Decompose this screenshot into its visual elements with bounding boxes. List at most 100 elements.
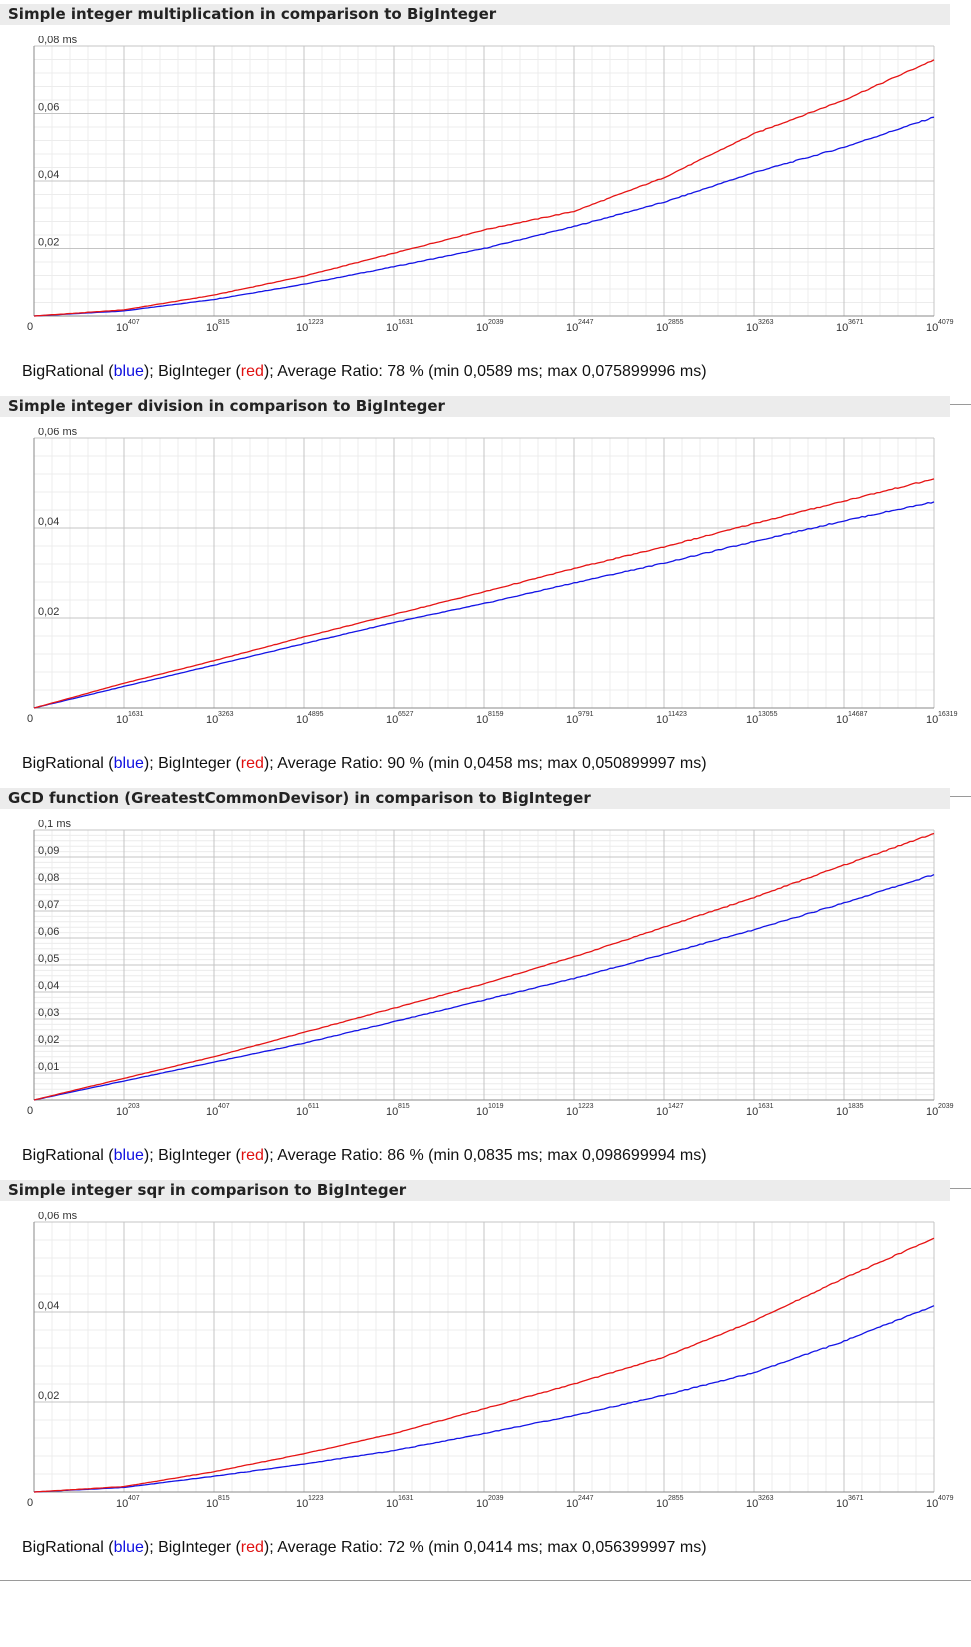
x-tick-label: 10	[116, 1498, 128, 1510]
x-tick-label-origin: 0	[27, 1497, 33, 1509]
x-tick-label: 10	[656, 1106, 668, 1118]
x-tick-label: 10	[386, 1498, 398, 1510]
x-tick-exponent: 1631	[398, 1495, 414, 1502]
x-tick-label: 10	[476, 714, 488, 726]
x-tick-exponent: 11423	[668, 711, 687, 718]
x-tick-exponent: 4895	[308, 711, 324, 718]
series-line-biginteger	[33, 1237, 935, 1493]
x-tick-exponent: 14687	[848, 711, 868, 718]
x-tick-label: 10	[296, 714, 308, 726]
x-tick-label-origin: 0	[27, 321, 33, 333]
x-tick-label: 10	[296, 1498, 308, 1510]
x-tick-exponent: 8159	[488, 711, 504, 718]
x-tick-exponent: 2855	[668, 319, 684, 326]
x-tick-exponent: 1223	[308, 319, 324, 326]
y-tick-label: 0,05	[38, 953, 59, 965]
x-tick-label: 10	[206, 1498, 218, 1510]
y-tick-label: 0,04	[38, 169, 59, 181]
x-tick-label: 10	[386, 1106, 398, 1118]
plot-area: 0,020,040,060,08 ms0 10 407 10 815 10 1223 10 16…	[27, 36, 954, 334]
legend-red: red	[240, 1147, 264, 1164]
chart-sqr: 0,020,040,06 ms0 10 407 10 815 10 1223 10 1631 10…	[27, 1212, 954, 1510]
x-tick-exponent: 1427	[668, 1103, 684, 1110]
x-tick-exponent: 1223	[308, 1495, 324, 1502]
legend-red: red	[240, 1539, 264, 1556]
x-tick-label: 10	[926, 1498, 938, 1510]
chart-caption: BigRational (blue); BigInteger (red); Av…	[22, 1147, 707, 1164]
x-tick-label: 10	[836, 1106, 848, 1118]
x-tick-exponent: 611	[308, 1103, 319, 1110]
x-tick-label: 10	[386, 714, 398, 726]
x-tick-label: 10	[476, 1106, 488, 1118]
y-tick-label: 0,06 ms	[38, 1212, 78, 1222]
chart-section-gcd: GCD function (GreatestCommonDevisor) in …	[0, 784, 971, 1196]
y-tick-label: 0,08	[38, 872, 59, 884]
chart-section-division: Simple integer division in comparison to…	[0, 392, 971, 804]
x-tick-label: 10	[476, 1498, 488, 1510]
x-tick-exponent: 2039	[488, 319, 504, 326]
x-tick-exponent: 2039	[938, 1103, 954, 1110]
y-tick-label: 0,06	[38, 102, 59, 114]
x-tick-label: 10	[926, 1106, 938, 1118]
x-tick-label: 10	[206, 322, 218, 334]
x-tick-exponent: 13055	[758, 711, 778, 718]
x-tick-label: 10	[836, 1498, 848, 1510]
chart-section-multiplication: Simple integer multiplication in compari…	[0, 0, 971, 412]
x-tick-label: 10	[836, 322, 848, 334]
chart-caption: BigRational (blue); BigInteger (red); Av…	[22, 755, 707, 772]
x-tick-label: 10	[746, 1498, 758, 1510]
chart-title: GCD function (GreatestCommonDevisor) in …	[0, 788, 950, 809]
y-tick-label: 0,02	[38, 237, 59, 249]
x-tick-exponent: 407	[218, 1103, 230, 1110]
x-tick-label: 10	[746, 714, 758, 726]
x-tick-label: 10	[836, 714, 848, 726]
x-tick-exponent: 4079	[938, 319, 954, 326]
series-line-biginteger	[33, 478, 935, 709]
x-tick-exponent: 203	[128, 1103, 140, 1110]
y-tick-label: 0,02	[38, 1390, 59, 1402]
x-tick-exponent: 1631	[758, 1103, 774, 1110]
x-tick-exponent: 1223	[578, 1103, 594, 1110]
series-line-bigrational	[33, 501, 935, 709]
chart-multiplication: 0,020,040,060,08 ms0 10 407 10 815 10 1223 10 16…	[27, 36, 954, 334]
y-tick-label: 0,01	[38, 1061, 59, 1073]
x-tick-exponent: 1631	[128, 711, 144, 718]
x-tick-exponent: 407	[128, 319, 140, 326]
x-tick-exponent: 2447	[578, 1495, 594, 1502]
x-tick-label: 10	[656, 322, 668, 334]
x-tick-label: 10	[206, 714, 218, 726]
plot-area: 0,020,040,06 ms0 10 407 10 815 10 1223 10 1631 10…	[27, 1212, 954, 1510]
chart-caption: BigRational (blue); BigInteger (red); Av…	[22, 1539, 707, 1556]
x-tick-label: 10	[656, 714, 668, 726]
x-tick-exponent: 2039	[488, 1495, 504, 1502]
y-tick-label: 0,09	[38, 845, 59, 857]
legend-blue: blue	[113, 1147, 144, 1164]
x-tick-label: 10	[116, 714, 128, 726]
x-tick-exponent: 4079	[938, 1495, 954, 1502]
series-line-biginteger	[33, 832, 935, 1101]
x-tick-exponent: 815	[218, 1495, 230, 1502]
series-line-bigrational	[33, 1305, 935, 1493]
x-tick-exponent: 3263	[218, 711, 234, 718]
y-tick-label: 0,02	[38, 606, 59, 618]
x-tick-label: 10	[566, 714, 578, 726]
x-tick-label: 10	[926, 322, 938, 334]
x-tick-label: 10	[566, 1106, 578, 1118]
chart-caption: BigRational (blue); BigInteger (red); Av…	[22, 363, 707, 380]
series-line-bigrational	[33, 874, 935, 1101]
x-tick-label: 10	[206, 1106, 218, 1118]
x-tick-label-origin: 0	[27, 1105, 33, 1117]
x-tick-exponent: 16319	[938, 711, 958, 718]
x-tick-label: 10	[386, 322, 398, 334]
section-divider	[0, 1580, 971, 1581]
y-tick-label: 0,06 ms	[38, 428, 78, 438]
plot-area: 0,020,040,06 ms0 10 1631 10 3263 10 4895 10 6527…	[27, 428, 958, 726]
x-tick-exponent: 6527	[398, 711, 414, 718]
y-tick-label: 0,03	[38, 1007, 59, 1019]
x-tick-label-origin: 0	[27, 713, 33, 725]
y-tick-label: 0,04	[38, 516, 59, 528]
x-tick-exponent: 815	[218, 319, 230, 326]
x-tick-exponent: 3671	[848, 319, 864, 326]
chart-title: Simple integer division in comparison to…	[0, 396, 950, 417]
x-tick-exponent: 1835	[848, 1103, 864, 1110]
